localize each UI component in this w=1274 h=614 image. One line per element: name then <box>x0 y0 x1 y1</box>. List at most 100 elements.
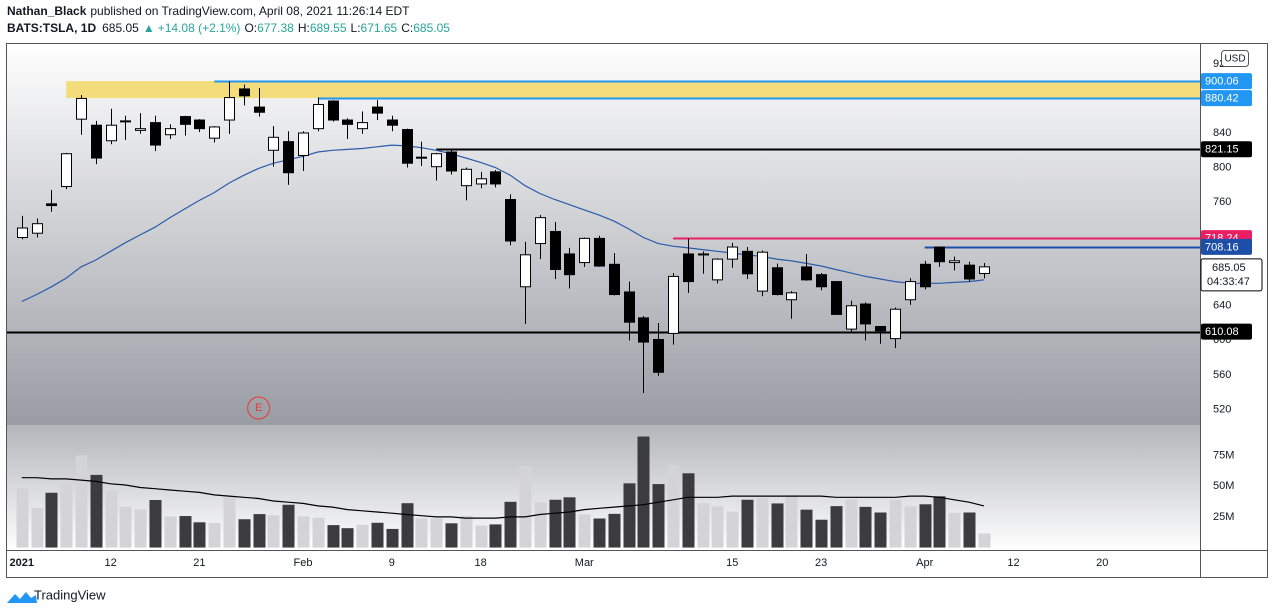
volume-bar <box>401 503 414 548</box>
volume-bar <box>830 506 843 548</box>
quote-value: 685.05 <box>413 21 450 35</box>
candle-body <box>313 103 324 130</box>
quote-value: 677.38 <box>257 21 294 35</box>
candle-body <box>209 126 220 139</box>
volume-bar <box>119 506 132 548</box>
quote-label: C: <box>401 21 413 35</box>
candle-body <box>357 122 368 130</box>
earnings-marker <box>247 396 271 420</box>
currency-box <box>1221 50 1249 67</box>
volume-bar <box>312 517 325 548</box>
candle-body <box>32 223 43 234</box>
volume-bar <box>253 514 266 548</box>
supply-zone <box>66 81 1200 99</box>
volume-bar <box>549 499 562 548</box>
volume-bar <box>16 487 29 548</box>
candle-body <box>505 199 516 242</box>
volume-bar <box>697 503 710 548</box>
candle-body <box>180 116 191 125</box>
quote-label: L: <box>351 21 361 35</box>
volume-bar <box>845 499 858 548</box>
volume-bar <box>489 524 502 548</box>
volume-bar <box>341 528 354 548</box>
y-tick-label: 760 <box>1213 196 1231 208</box>
price-label-box <box>1200 258 1263 292</box>
volume-tick-label: 25M <box>1213 511 1234 523</box>
level-label: 610.08 <box>1205 326 1239 338</box>
candle-body <box>61 153 72 188</box>
volume-bar <box>90 474 103 548</box>
header-line: Nathan_Black published on TradingView.com… <box>7 4 410 18</box>
candle-body <box>757 251 768 292</box>
volume-bar <box>578 514 591 548</box>
currency: USD <box>1224 54 1245 65</box>
level-label-box <box>1201 73 1252 90</box>
volume-bar <box>208 522 221 548</box>
candle-body <box>816 274 827 288</box>
quote-line: BATS:TSLA, 1D 685.05 ▲ +14.08 (+2.1%) O:677.… <box>7 21 450 35</box>
x-tick-label: 9 <box>389 557 395 569</box>
candle-body <box>934 246 945 263</box>
volume-bar <box>608 513 621 548</box>
candle-body <box>120 120 131 123</box>
quote-value: 671.65 <box>361 21 398 35</box>
candle-body <box>91 124 102 159</box>
volume-bar <box>963 512 976 548</box>
published: published on TradingView.com, April 08, … <box>90 4 410 18</box>
candle-body <box>490 171 501 185</box>
candle-body <box>17 227 28 239</box>
candle-body <box>609 263 620 296</box>
candle-body <box>387 119 398 126</box>
volume-bar <box>800 509 813 548</box>
candle-body <box>342 119 353 125</box>
symbol: BATS:TSLA, 1D <box>7 21 96 35</box>
volume-bar <box>356 524 369 548</box>
volume-bar <box>327 525 340 548</box>
volume-bar <box>475 525 488 548</box>
candle-body <box>550 230 561 270</box>
volume-bar <box>623 483 636 548</box>
volume-bar <box>682 473 695 548</box>
candle-body <box>239 88 250 97</box>
y-tick-label: 560 <box>1213 369 1231 381</box>
volume-tick-label: 50M <box>1213 480 1234 492</box>
candle-body <box>431 153 442 168</box>
volume-bar <box>667 464 680 548</box>
volume-bar <box>519 465 532 548</box>
candle-body <box>683 253 694 283</box>
volume-bar <box>164 516 177 548</box>
y-tick-label: 520 <box>1213 403 1231 415</box>
price-pane <box>7 44 1200 425</box>
volume-bar <box>445 523 458 548</box>
volume-bar <box>711 506 724 548</box>
volume-bar <box>386 528 399 548</box>
candle-body <box>268 136 279 151</box>
candle-body <box>949 260 960 264</box>
x-tick-label: Feb <box>294 557 313 569</box>
level-label-box <box>1201 141 1252 158</box>
arrow: ▲ <box>143 21 155 35</box>
candle-body <box>860 303 871 325</box>
volume-bar <box>919 504 932 548</box>
candle-body <box>979 266 990 274</box>
volume-bar <box>134 509 147 548</box>
price-plot: E <box>7 80 1200 420</box>
volume-bar <box>105 490 118 548</box>
quote-label: H: <box>298 21 310 35</box>
level-label: 708.16 <box>1205 241 1239 253</box>
candle-body <box>668 275 679 334</box>
countdown: 04:33:47 <box>1207 276 1250 288</box>
volume-bar <box>978 533 991 548</box>
candle-body <box>150 122 161 146</box>
volume-bar <box>193 522 206 548</box>
volume-bar <box>415 518 428 548</box>
author: Nathan_Black <box>7 4 87 18</box>
volume-bar <box>859 506 872 548</box>
x-tick-label: 15 <box>726 557 738 569</box>
candle-body <box>831 281 842 315</box>
level-label-box <box>1201 238 1252 255</box>
volume-bar <box>593 518 606 548</box>
volume-bar <box>31 508 44 548</box>
candle-body <box>416 156 427 159</box>
x-tick-label: 18 <box>475 557 487 569</box>
